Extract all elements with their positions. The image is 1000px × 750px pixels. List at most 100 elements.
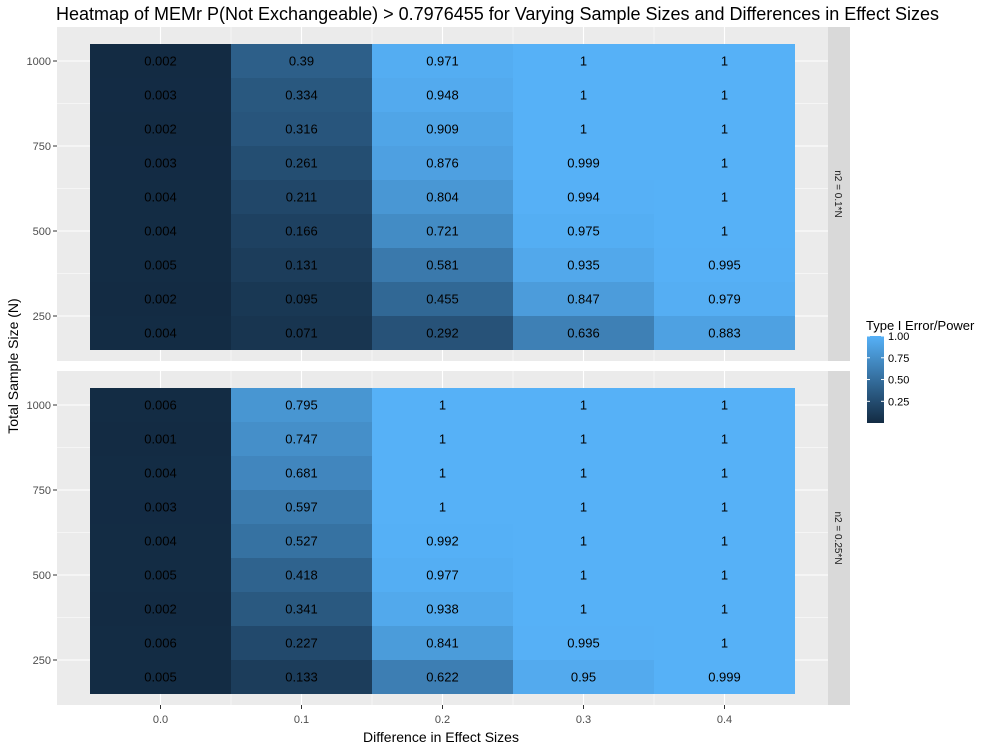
heat-cell [90,524,231,558]
heat-cell [231,592,372,626]
legend-break-label: 0.25 [888,396,909,408]
cell-value-label: 0.995 [708,258,741,273]
heat-cell [231,558,372,592]
heat-cell [654,490,795,524]
facet-panel: 0.006 0.795 1 1 1 0.001 0.747 1 1 1 0.004 0.681 1 1 1 0… [57,371,828,705]
cell-value-label: 1 [721,156,728,171]
heat-cell [90,214,231,248]
x-tick-label: 0.1 [294,714,309,726]
cell-value-label: 1 [721,466,728,481]
cell-value-label: 0.581 [426,258,459,273]
cell-value-label: 0.292 [426,326,459,341]
strip-background [828,371,850,705]
cell-value-label: 0.747 [285,432,318,447]
cell-value-label: 0.883 [708,326,741,341]
cell-value-label: 1 [580,568,587,583]
cell-value-label: 0.948 [426,88,459,103]
x-tick-label: 0.2 [435,714,450,726]
heat-cell [90,558,231,592]
cell-value-label: 0.006 [144,398,177,413]
cell-value-label: 0.995 [567,636,600,651]
cell-value-label: 1 [721,500,728,515]
cell-value-label: 0.071 [285,326,318,341]
heat-cell [654,592,795,626]
heat-cell [90,146,231,180]
cell-value-label: 1 [721,190,728,205]
heat-cell [90,388,231,422]
heat-cell [513,626,654,660]
cell-value-label: 0.681 [285,466,318,481]
heat-cell [372,626,513,660]
heat-cell [513,44,654,78]
cell-value-label: 1 [580,122,587,137]
legend-title: Type I Error/Power [866,318,975,333]
cell-value-label: 0.005 [144,258,177,273]
cell-value-label: 0.002 [144,602,177,617]
heat-cell [372,146,513,180]
cell-value-label: 1 [721,602,728,617]
cell-value-label: 1 [721,122,728,137]
cell-value-label: 0.004 [144,190,177,205]
cell-value-label: 0.622 [426,670,459,685]
cell-value-label: 0.341 [285,602,318,617]
heat-cell [231,112,372,146]
cell-value-label: 0.002 [144,54,177,69]
cell-value-label: 0.004 [144,326,177,341]
cell-value-label: 0.004 [144,224,177,239]
cell-value-label: 0.004 [144,534,177,549]
cell-value-label: 1 [721,432,728,447]
heat-cell [231,78,372,112]
cell-value-label: 0.095 [285,292,318,307]
cell-value-label: 1 [580,602,587,617]
heat-cell [513,660,654,694]
cell-value-label: 0.841 [426,636,459,651]
heat-cell [372,214,513,248]
heat-cell [90,44,231,78]
heat-cell [372,490,513,524]
heat-cells: 0.006 0.795 1 1 1 0.001 0.747 1 1 1 0.004 0.681 1 1 1 0… [90,388,795,694]
heat-cell [513,214,654,248]
cell-value-label: 1 [580,534,587,549]
heat-cell [90,316,231,350]
strip-background [828,27,850,361]
y-tick-label: 750 [33,141,51,153]
cell-value-label: 0.004 [144,466,177,481]
heat-cell [372,44,513,78]
legend-colorbar [867,336,884,423]
cell-value-label: 1 [580,398,587,413]
y-axis-title: Total Sample Size (N) [5,298,21,433]
heat-cell [372,388,513,422]
heat-cell [654,388,795,422]
cell-value-label: 0.975 [567,224,600,239]
cell-value-label: 1 [580,500,587,515]
cell-value-label: 0.721 [426,224,459,239]
heat-cell [372,660,513,694]
heat-cell [231,388,372,422]
cell-value-label: 0.795 [285,398,318,413]
cell-value-label: 0.847 [567,292,600,307]
panels-group: 0.002 0.39 0.971 1 10.003 0.334 0.948 1 10.002 0.… [27,27,850,705]
cell-value-label: 0.994 [567,190,600,205]
cell-value-label: 1 [721,224,728,239]
heat-cell [513,316,654,350]
heat-cell [513,388,654,422]
y-axis: 250 500 750 1000 [27,400,57,667]
heat-cell [654,660,795,694]
heat-cell [654,524,795,558]
heat-cell [372,78,513,112]
y-tick-label: 1000 [27,56,51,68]
heat-cell [231,214,372,248]
heat-cell [231,626,372,660]
cell-value-label: 1 [721,534,728,549]
cell-value-label: 0.876 [426,156,459,171]
cell-value-label: 0.455 [426,292,459,307]
heat-cell [90,180,231,214]
cell-value-label: 1 [439,466,446,481]
cell-value-label: 0.999 [708,670,741,685]
heat-cell [513,248,654,282]
heat-cell [654,44,795,78]
cell-value-label: 0.166 [285,224,318,239]
y-tick-label: 500 [33,226,51,238]
heat-cell [231,490,372,524]
